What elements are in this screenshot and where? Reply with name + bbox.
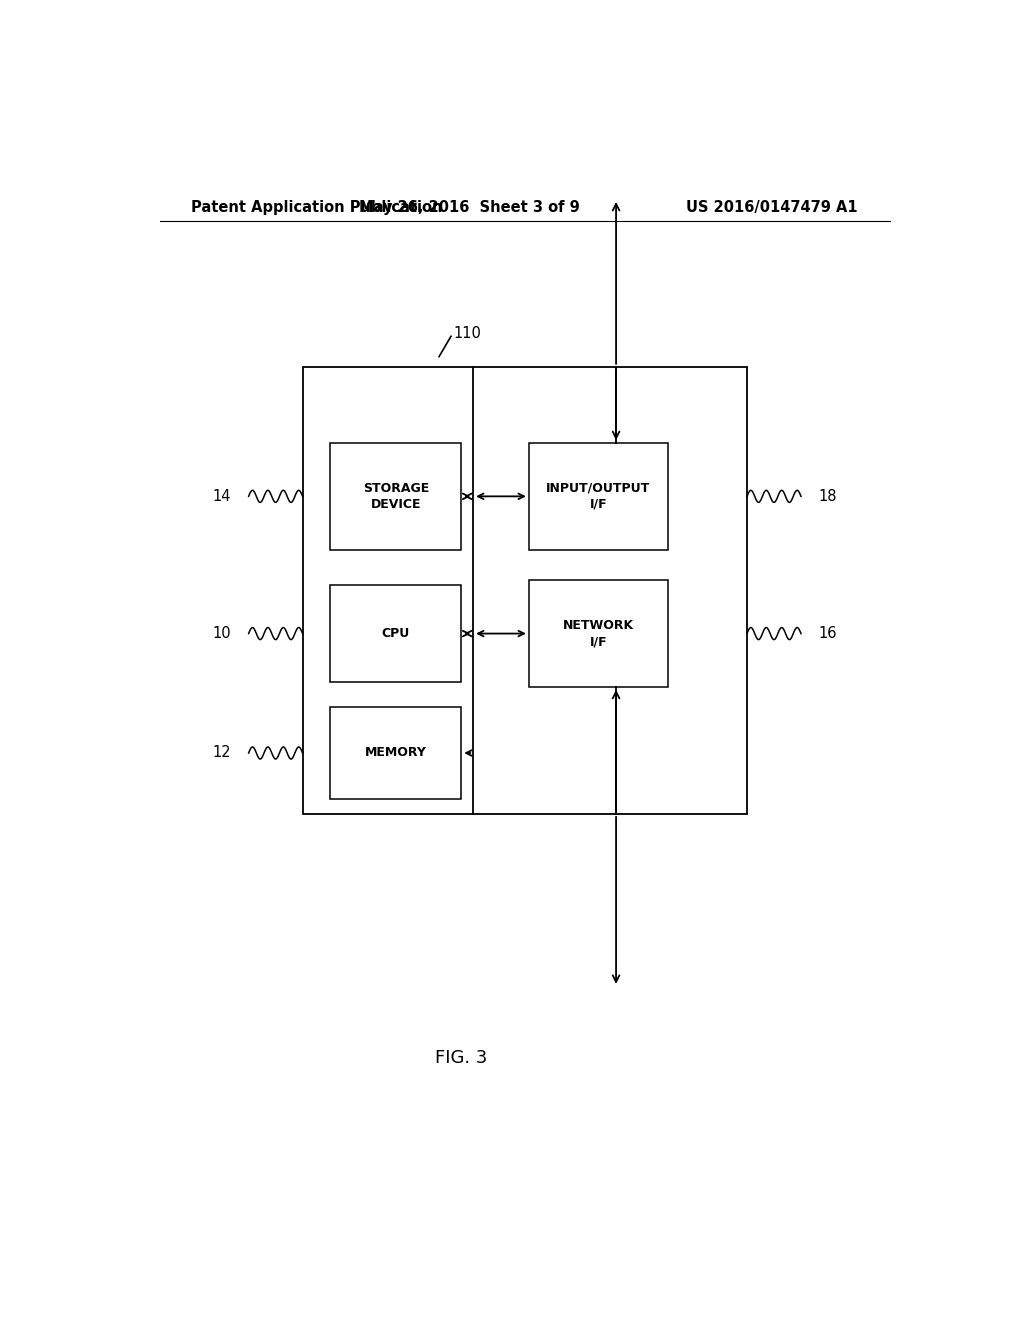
Bar xyxy=(528,444,668,549)
Text: CPU: CPU xyxy=(382,627,410,640)
Text: MEMORY: MEMORY xyxy=(365,747,427,759)
Text: INPUT/OUTPUT
I/F: INPUT/OUTPUT I/F xyxy=(546,482,650,511)
Bar xyxy=(303,367,748,814)
Bar xyxy=(331,444,462,549)
Text: May 26, 2016  Sheet 3 of 9: May 26, 2016 Sheet 3 of 9 xyxy=(358,199,580,215)
Text: 110: 110 xyxy=(454,326,481,342)
Text: US 2016/0147479 A1: US 2016/0147479 A1 xyxy=(686,199,858,215)
Text: NETWORK
I/F: NETWORK I/F xyxy=(562,619,634,648)
Bar xyxy=(331,585,462,682)
Text: 12: 12 xyxy=(213,746,231,760)
Text: 10: 10 xyxy=(213,626,231,642)
Text: STORAGE
DEVICE: STORAGE DEVICE xyxy=(362,482,429,511)
Bar xyxy=(528,581,668,686)
Text: FIG. 3: FIG. 3 xyxy=(435,1049,487,1067)
Text: 18: 18 xyxy=(818,488,837,504)
Text: 16: 16 xyxy=(818,626,837,642)
Text: Patent Application Publication: Patent Application Publication xyxy=(191,199,443,215)
Text: 14: 14 xyxy=(213,488,231,504)
Bar xyxy=(331,708,462,799)
